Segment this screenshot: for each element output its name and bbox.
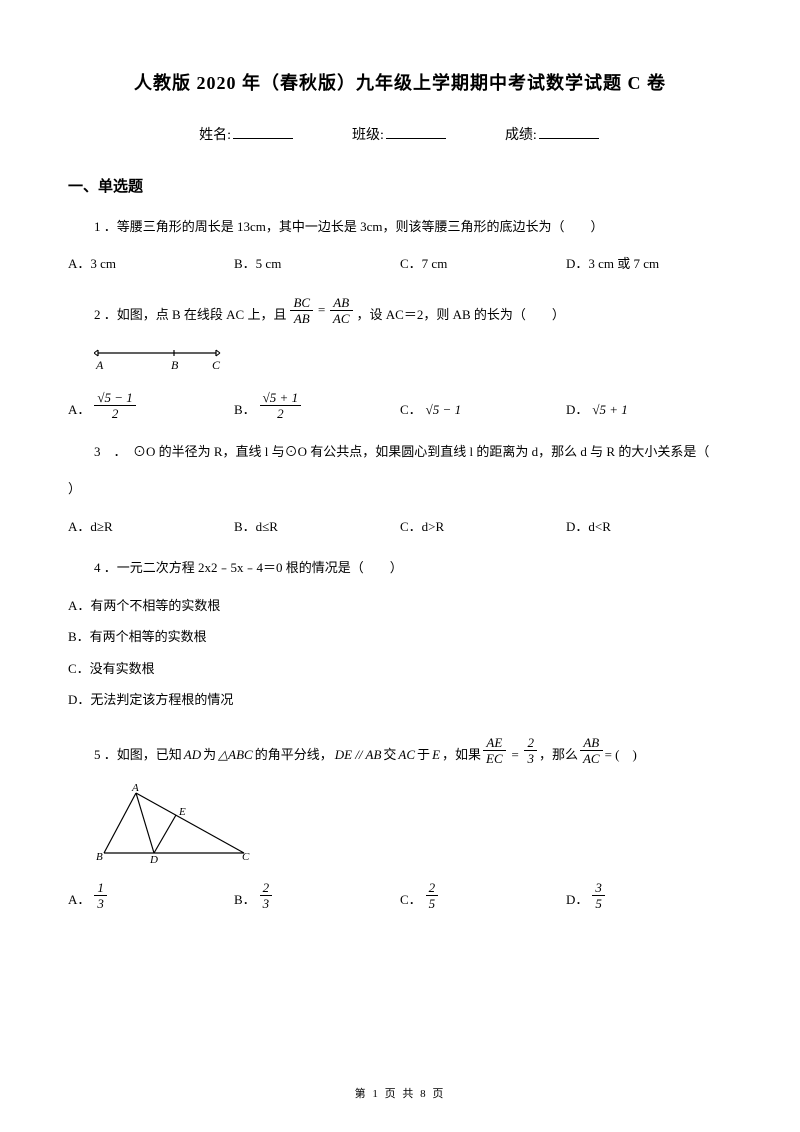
q5-options: A． 13 B． 23 C． 25 D． 35 <box>68 881 732 910</box>
q1-opt-a: A．3 cm <box>68 254 234 274</box>
score-label: 成绩: <box>505 125 537 146</box>
q4-opt-c: C．没有实数根 <box>68 659 732 679</box>
q4-text: 4 ．一元二次方程 2x2﹣5x﹣4＝0 根的情况是（ ） <box>94 558 732 578</box>
svg-text:A: A <box>131 783 139 794</box>
q5-prefix: 5 ．如图，已知 <box>94 745 182 765</box>
q1-opt-b: B．5 cm <box>234 254 400 274</box>
student-info: 姓名: 班级: 成绩: <box>68 125 732 146</box>
q2-text: 2 ．如图，点 B 在线段 AC 上，且 BC AB = AB AC ，设 AC… <box>94 296 732 325</box>
q4-opt-d: D．无法判定该方程根的情况 <box>68 690 732 710</box>
q5-opt-d: D． 35 <box>566 881 732 910</box>
q5-frac2: 23 <box>524 736 537 765</box>
q3-opt-c: C．d>R <box>400 517 566 537</box>
q2-eq: = <box>317 300 326 320</box>
svg-text:C: C <box>242 851 250 863</box>
q2-pt-c: C <box>212 358 221 371</box>
exam-title: 人教版 2020 年（春秋版）九年级上学期期中考试数学试题 C 卷 <box>68 70 732 97</box>
q3-opt-a: A．d≥R <box>68 517 234 537</box>
q1-opt-c: C．7 cm <box>400 254 566 274</box>
q1-options: A．3 cm B．5 cm C．7 cm D．3 cm 或 7 cm <box>68 254 732 274</box>
q5-abc: △ABC <box>218 745 253 765</box>
q3-close: ） <box>68 479 732 499</box>
q2-mid: ，设 AC＝2，则 AB 的长为（ ） <box>357 305 565 325</box>
q5-ad: AD <box>184 745 201 765</box>
q5-de: DE // AB <box>335 745 382 765</box>
q5-text: 5 ．如图，已知 AD 为 △ABC 的角平分线， DE // AB 交 AC … <box>94 736 732 765</box>
q2-pt-a: A <box>95 358 104 371</box>
q1-text: 1 ．等腰三角形的周长是 13cm，其中一边长是 3cm，则该等腰三角形的底边长… <box>94 217 732 237</box>
section-1-heading: 一、单选题 <box>68 176 732 199</box>
q2-prefix: 2 ．如图，点 B 在线段 AC 上，且 <box>94 305 286 325</box>
q1-opt-d: D．3 cm 或 7 cm <box>566 254 732 274</box>
q3-opt-b: B．d≤R <box>234 517 400 537</box>
q2-pt-b: B <box>171 358 179 371</box>
svg-text:E: E <box>178 806 186 818</box>
svg-text:B: B <box>96 851 103 863</box>
page-footer: 第 1 页 共 8 页 <box>0 1086 800 1103</box>
score-blank <box>539 125 599 139</box>
q4-opt-a: A．有两个不相等的实数根 <box>68 596 732 616</box>
q5-frac3: ABAC <box>580 736 603 765</box>
q4-opt-b: B．有两个相等的实数根 <box>68 627 732 647</box>
q3-text: 3 ． ⊙O 的半径为 R，直线 l 与⊙O 有公共点，如果圆心到直线 l 的距… <box>94 442 732 462</box>
class-label: 班级: <box>352 125 384 146</box>
q2-opt-c: C． √5 − 1 <box>400 391 566 420</box>
q5-frac1: AEEC <box>483 736 506 765</box>
q2-opt-b: B． √5 + 12 <box>234 391 400 420</box>
q2-frac2: AB AC <box>330 296 353 325</box>
name-blank <box>233 125 293 139</box>
q3-options: A．d≥R B．d≤R C．d>R D．d<R <box>68 517 732 537</box>
svg-text:D: D <box>149 854 158 863</box>
class-blank <box>386 125 446 139</box>
q3-opt-d: D．d<R <box>566 517 732 537</box>
q2-opt-d: D． √5 + 1 <box>566 391 732 420</box>
q2-options: A． √5 − 12 B． √5 + 12 C． √5 − 1 D． √5 + … <box>68 391 732 420</box>
q5-opt-b: B． 23 <box>234 881 400 910</box>
q2-diagram: A B C <box>94 343 732 371</box>
q2-frac1: BC AB <box>290 296 313 325</box>
q4-options: A．有两个不相等的实数根 B．有两个相等的实数根 C．没有实数根 D．无法判定该… <box>68 596 732 710</box>
q5-opt-c: C． 25 <box>400 881 566 910</box>
q5-diagram: A B D C E <box>94 783 732 863</box>
exam-page: 人教版 2020 年（春秋版）九年级上学期期中考试数学试题 C 卷 姓名: 班级… <box>0 0 800 910</box>
q2-opt-a: A． √5 − 12 <box>68 391 234 420</box>
name-label: 姓名: <box>199 125 231 146</box>
q5-opt-a: A． 13 <box>68 881 234 910</box>
